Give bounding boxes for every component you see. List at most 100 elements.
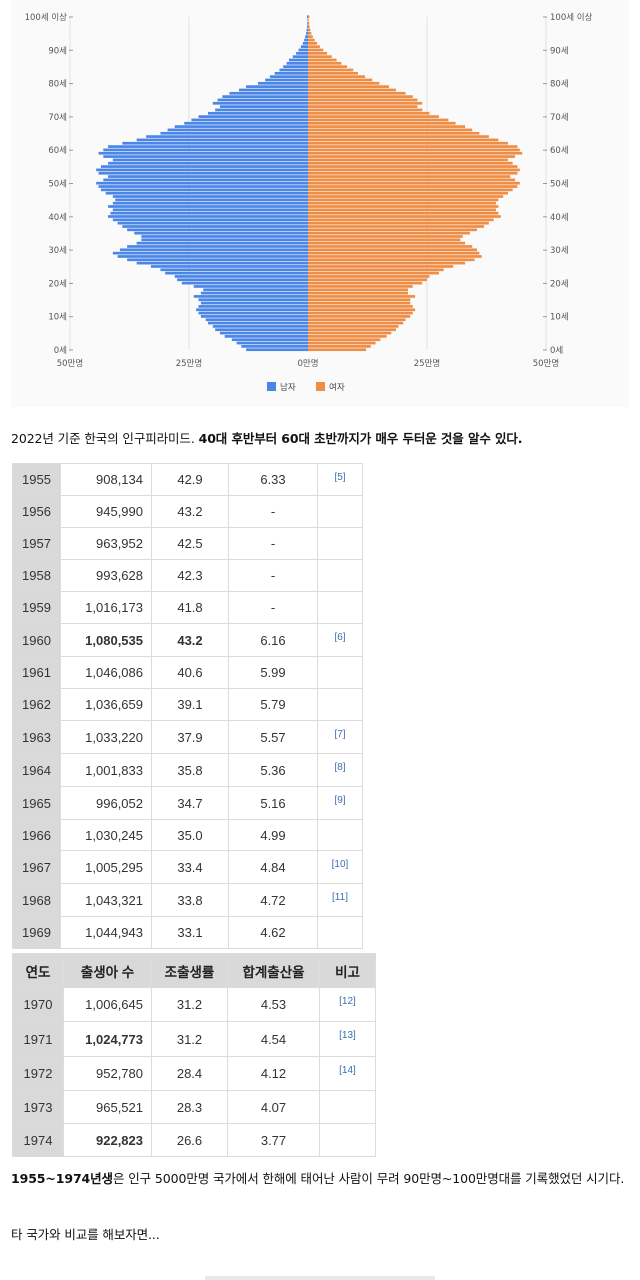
- bar-male-age-44: [112, 201, 308, 205]
- reference-link: [317, 656, 363, 689]
- bar-female-age-65: [308, 131, 480, 135]
- bar-male-age-12: [196, 308, 308, 312]
- bar-female-age-31: [308, 245, 473, 248]
- bar-female-age-67: [308, 125, 466, 128]
- reference-link[interactable]: [14]: [319, 1056, 376, 1091]
- reference-link[interactable]: [8]: [317, 753, 363, 787]
- bar-female-age-58: [308, 155, 516, 158]
- table-row: 1965 996,052 34.7 5.16 [9]: [12, 786, 363, 820]
- year-cell: 1956: [12, 495, 61, 528]
- bar-male-age-25: [150, 265, 308, 268]
- total-fertility-rate-cell: 6.16: [228, 623, 318, 657]
- reference-link: [317, 916, 363, 949]
- bar-female-age-77: [308, 91, 406, 95]
- bar-male-age-28: [117, 255, 308, 258]
- y-tick-label-left: 40세: [48, 213, 67, 223]
- reference-link[interactable]: [7]: [317, 720, 363, 754]
- births-cell: 1,043,321: [60, 883, 152, 917]
- year-cell: 1972: [12, 1056, 64, 1091]
- bar-male-age-59: [98, 151, 308, 155]
- total-fertility-rate-cell: 4.07: [227, 1090, 320, 1124]
- y-tick-label-left: 60세: [48, 146, 67, 156]
- bar-female-age-87: [308, 58, 337, 62]
- crude-birth-rate-cell: 31.2: [151, 987, 228, 1022]
- bar-female-age-83: [308, 71, 358, 75]
- population-pyramid-chart: 0세 0세 10세 10세 20세 20세 30세 30세 40세 40세 50세 50세 60세 60세…: [11, 0, 629, 407]
- y-tick-label-right: 60세: [550, 146, 569, 156]
- year-cell: 1958: [12, 559, 61, 592]
- births-table-1955-1969: 1955 908,134 42.9 6.33 [5] 1956 945,990 43.2-19…: [12, 463, 363, 949]
- reference-link: [317, 688, 363, 721]
- reference-link: [317, 559, 363, 592]
- bar-male-age-48: [100, 188, 308, 192]
- births-table-1970-1974: 연도 출생아 수 조출생률 합계출산율 비고 1970 1,006,645 31.2…: [12, 953, 376, 1157]
- legend-label-male: 남자: [280, 383, 296, 393]
- year-cell: 1967: [12, 850, 61, 884]
- reference-link[interactable]: [11]: [317, 883, 363, 917]
- reference-link[interactable]: [9]: [317, 786, 363, 820]
- births-cell: 1,033,220: [60, 720, 152, 754]
- bar-female-age-7: [308, 325, 399, 328]
- bar-male-age-62: [122, 141, 308, 145]
- bar-female-age-71: [308, 111, 430, 115]
- bar-female-age-12: [308, 308, 416, 312]
- births-cell: 945,990: [60, 495, 152, 528]
- reference-link[interactable]: [6]: [317, 623, 363, 657]
- table-row: 1956 945,990 43.2-: [12, 495, 363, 528]
- reference-link[interactable]: [13]: [319, 1021, 376, 1057]
- bar-male-age-21: [177, 278, 308, 282]
- y-tick-label-right: 100세 이상: [550, 12, 593, 23]
- caption-bold: 40대 후반부터 60대 초반까지가 매우 두터운 것을 알수 있다.: [198, 431, 523, 446]
- bar-male-age-68: [184, 121, 308, 125]
- bar-male-age-11: [198, 311, 308, 315]
- crude-birth-rate-cell: 42.3: [151, 559, 229, 592]
- bar-female-age-19: [308, 285, 413, 288]
- bar-female-age-10: [308, 315, 411, 318]
- crude-birth-rate-cell: 37.9: [151, 720, 229, 754]
- bar-female-age-37: [308, 225, 485, 228]
- bar-female-age-81: [308, 78, 373, 82]
- y-tick-label-left: 90세: [48, 46, 67, 56]
- births-cell: 1,005,295: [60, 850, 152, 884]
- bar-male-age-65: [160, 131, 308, 135]
- reference-link[interactable]: [12]: [319, 987, 376, 1022]
- bar-male-age-47: [105, 191, 308, 195]
- births-cell: 1,024,773: [63, 1021, 152, 1057]
- births-cell: 1,044,943: [60, 916, 152, 949]
- bar-male-age-53: [98, 171, 308, 175]
- bar-female-age-25: [308, 265, 454, 268]
- total-fertility-rate-cell: 4.53: [227, 987, 320, 1022]
- bar-male-age-74: [212, 101, 308, 105]
- bar-female-age-64: [308, 135, 489, 138]
- table-row: 1973 965,521 28.3 4.07: [12, 1090, 376, 1124]
- bar-female-age-9: [308, 318, 406, 322]
- bar-male-age-67: [174, 125, 308, 128]
- bar-female-age-79: [308, 85, 389, 88]
- bar-male-age-41: [110, 211, 309, 215]
- y-tick-label-right: 0세: [550, 346, 563, 356]
- bar-male-age-1: [241, 345, 308, 348]
- bar-male-age-50: [96, 181, 309, 185]
- y-tick-label-left: 20세: [48, 279, 67, 289]
- year-cell: 1962: [12, 688, 61, 721]
- y-tick-label-right: 10세: [550, 313, 569, 323]
- reference-link[interactable]: [5]: [317, 463, 363, 496]
- bar-female-age-97: [308, 25, 310, 29]
- bar-male-age-94: [305, 35, 308, 39]
- bar-male-age-26: [136, 261, 308, 265]
- header-total-fertility-rate: 합계출산율: [227, 953, 320, 988]
- births-cell: 965,521: [63, 1090, 152, 1124]
- bar-female-age-6: [308, 328, 397, 332]
- legend-swatch-female: [316, 382, 325, 391]
- bar-female-age-96: [308, 28, 311, 32]
- total-fertility-rate-cell: 4.72: [228, 883, 318, 917]
- bar-male-age-15: [198, 298, 308, 302]
- year-cell: 1955: [12, 463, 61, 496]
- x-tick-label: 25만명: [176, 358, 202, 369]
- bar-female-age-33: [308, 238, 461, 242]
- bar-male-age-20: [181, 281, 308, 285]
- births-cell: 922,823: [63, 1123, 152, 1157]
- reference-link[interactable]: [10]: [317, 850, 363, 884]
- bar-male-age-66: [167, 128, 308, 132]
- legend-label-female: 여자: [329, 382, 345, 393]
